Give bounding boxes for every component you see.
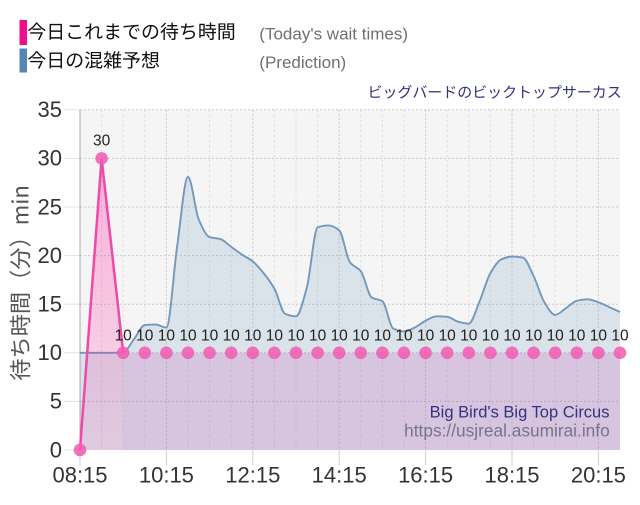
svg-text:0: 0 bbox=[50, 437, 62, 462]
svg-text:10: 10 bbox=[525, 327, 543, 344]
svg-text:10: 10 bbox=[439, 327, 457, 344]
svg-text:10: 10 bbox=[611, 327, 629, 344]
svg-text:10: 10 bbox=[547, 327, 565, 344]
svg-text:(Today's wait times): (Today's wait times) bbox=[259, 25, 408, 44]
svg-text:https://usjreal.asumirai.info: https://usjreal.asumirai.info bbox=[404, 421, 610, 441]
svg-text:10: 10 bbox=[568, 327, 586, 344]
svg-text:10: 10 bbox=[115, 327, 133, 344]
svg-text:5: 5 bbox=[50, 389, 62, 414]
svg-text:35: 35 bbox=[38, 97, 62, 122]
svg-text:12:15: 12:15 bbox=[225, 463, 280, 488]
svg-text:30: 30 bbox=[38, 146, 62, 171]
svg-text:Big Bird's Big Top Circus: Big Bird's Big Top Circus bbox=[430, 404, 610, 422]
svg-text:10: 10 bbox=[395, 327, 413, 344]
svg-text:10: 10 bbox=[331, 327, 349, 344]
svg-text:10: 10 bbox=[266, 327, 284, 344]
svg-text:10: 10 bbox=[244, 327, 262, 344]
svg-text:10: 10 bbox=[179, 327, 197, 344]
svg-text:10: 10 bbox=[460, 327, 478, 344]
svg-text:10: 10 bbox=[38, 340, 62, 365]
svg-text:10: 10 bbox=[590, 327, 608, 344]
svg-text:10: 10 bbox=[309, 327, 327, 344]
svg-text:30: 30 bbox=[93, 133, 111, 150]
svg-text:10: 10 bbox=[503, 327, 521, 344]
svg-text:16:15: 16:15 bbox=[398, 463, 453, 488]
svg-text:10: 10 bbox=[417, 327, 435, 344]
svg-text:10: 10 bbox=[287, 327, 305, 344]
svg-text:10:15: 10:15 bbox=[139, 463, 194, 488]
svg-text:10: 10 bbox=[352, 327, 370, 344]
svg-text:10: 10 bbox=[158, 327, 176, 344]
svg-text:14:15: 14:15 bbox=[312, 463, 367, 488]
svg-text:15: 15 bbox=[38, 292, 62, 317]
svg-text:20:15: 20:15 bbox=[571, 463, 626, 488]
svg-text:(Prediction): (Prediction) bbox=[259, 53, 346, 72]
svg-text:10: 10 bbox=[136, 327, 154, 344]
svg-text:10: 10 bbox=[482, 327, 500, 344]
svg-text:10: 10 bbox=[201, 327, 219, 344]
svg-text:08:15: 08:15 bbox=[52, 463, 107, 488]
svg-text:20: 20 bbox=[38, 243, 62, 268]
svg-text:10: 10 bbox=[374, 327, 392, 344]
svg-text:10: 10 bbox=[223, 327, 241, 344]
svg-text:25: 25 bbox=[38, 194, 62, 219]
svg-text:18:15: 18:15 bbox=[484, 463, 539, 488]
